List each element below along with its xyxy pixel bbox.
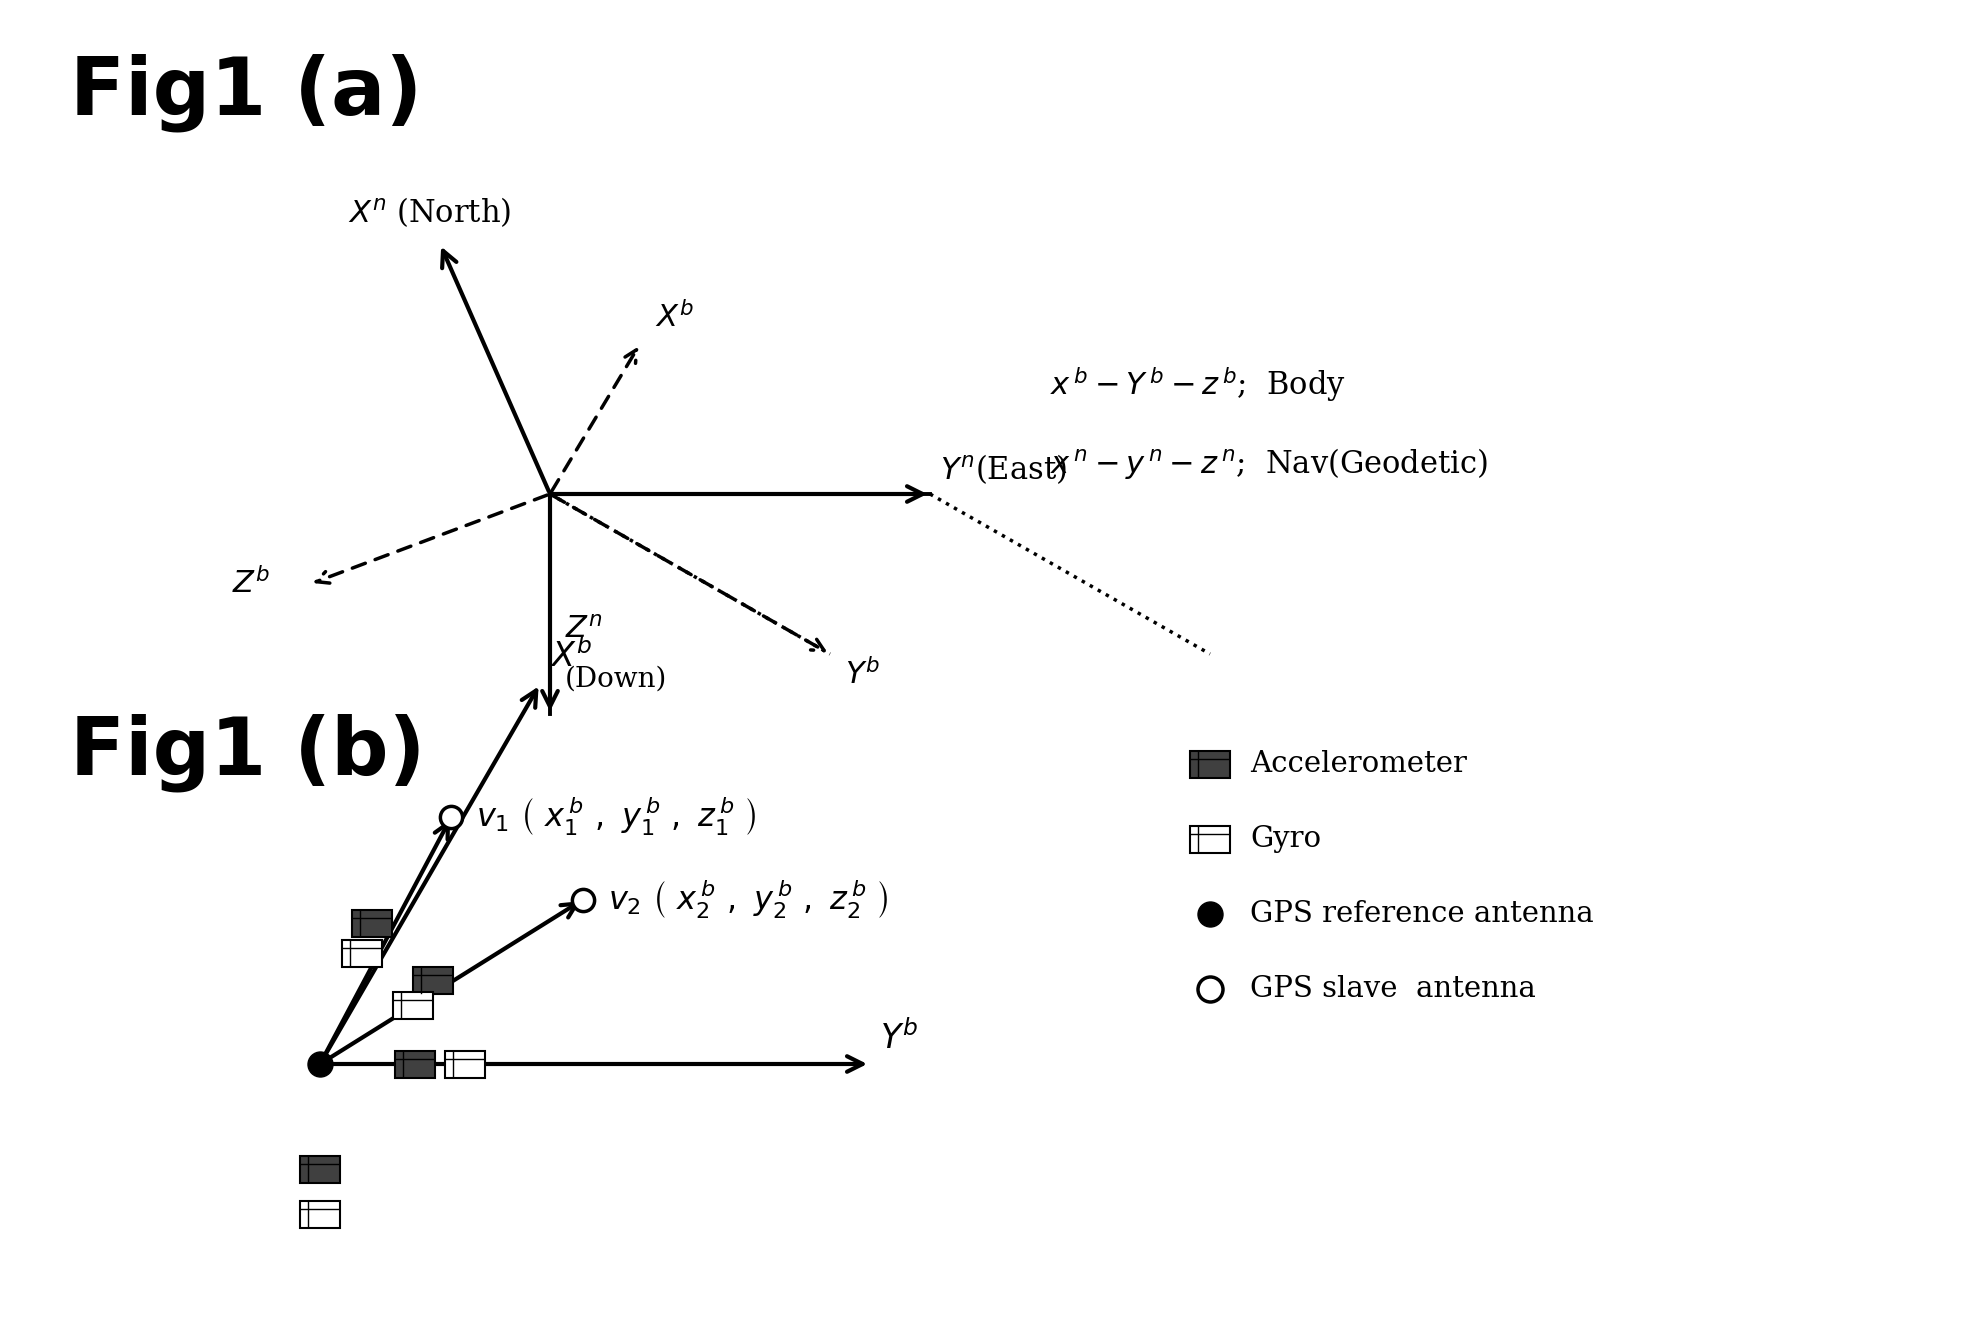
Text: $X^b$: $X^b$: [655, 302, 694, 335]
Text: Gyro: Gyro: [1249, 825, 1322, 853]
FancyBboxPatch shape: [353, 910, 392, 937]
FancyBboxPatch shape: [300, 1156, 339, 1183]
FancyBboxPatch shape: [1190, 750, 1230, 777]
Text: GPS reference antenna: GPS reference antenna: [1249, 900, 1594, 927]
FancyBboxPatch shape: [1190, 825, 1230, 852]
Text: GPS slave  antenna: GPS slave antenna: [1249, 974, 1535, 1003]
Text: Fig1 (a): Fig1 (a): [71, 54, 422, 133]
Text: Accelerometer: Accelerometer: [1249, 750, 1467, 778]
FancyBboxPatch shape: [445, 1051, 484, 1078]
Text: Fig1 (b): Fig1 (b): [71, 714, 426, 793]
Text: $Y^b$: $Y^b$: [845, 659, 880, 691]
Text: $v_1\ \left(\ x_1^{\,b}\ ,\ y_1^{\,b}\ ,\ z_1^{\,b}\ \right)$: $v_1\ \left(\ x_1^{\,b}\ ,\ y_1^{\,b}\ ,…: [477, 796, 757, 837]
Text: $Z^b$: $Z^b$: [231, 569, 271, 599]
FancyBboxPatch shape: [414, 966, 453, 993]
Text: $X^n$ (North): $X^n$ (North): [349, 195, 512, 228]
Text: $x^{\,b} - Y^{\,b} - z^{\,b}$;  Body: $x^{\,b} - Y^{\,b} - z^{\,b}$; Body: [1049, 364, 1345, 403]
FancyBboxPatch shape: [394, 992, 433, 1019]
FancyBboxPatch shape: [343, 939, 382, 966]
Text: $Z^n$: $Z^n$: [565, 613, 602, 645]
Text: $Y^n$(East): $Y^n$(East): [939, 452, 1067, 487]
Text: $Y^b$: $Y^b$: [880, 1020, 918, 1056]
Text: $x^{\,n} - y^{\,n} - z^{\,n}$;  Nav(Geodetic): $x^{\,n} - y^{\,n} - z^{\,n}$; Nav(Geode…: [1049, 446, 1488, 481]
Text: $v_2\ \left(\ x_2^{\,b}\ ,\ y_2^{\,b}\ ,\ z_2^{\,b}\ \right)$: $v_2\ \left(\ x_2^{\,b}\ ,\ y_2^{\,b}\ ,…: [608, 879, 888, 921]
FancyBboxPatch shape: [394, 1051, 435, 1078]
Text: (Down): (Down): [565, 665, 667, 692]
Text: $X^b$: $X^b$: [549, 638, 592, 673]
FancyBboxPatch shape: [300, 1200, 339, 1227]
